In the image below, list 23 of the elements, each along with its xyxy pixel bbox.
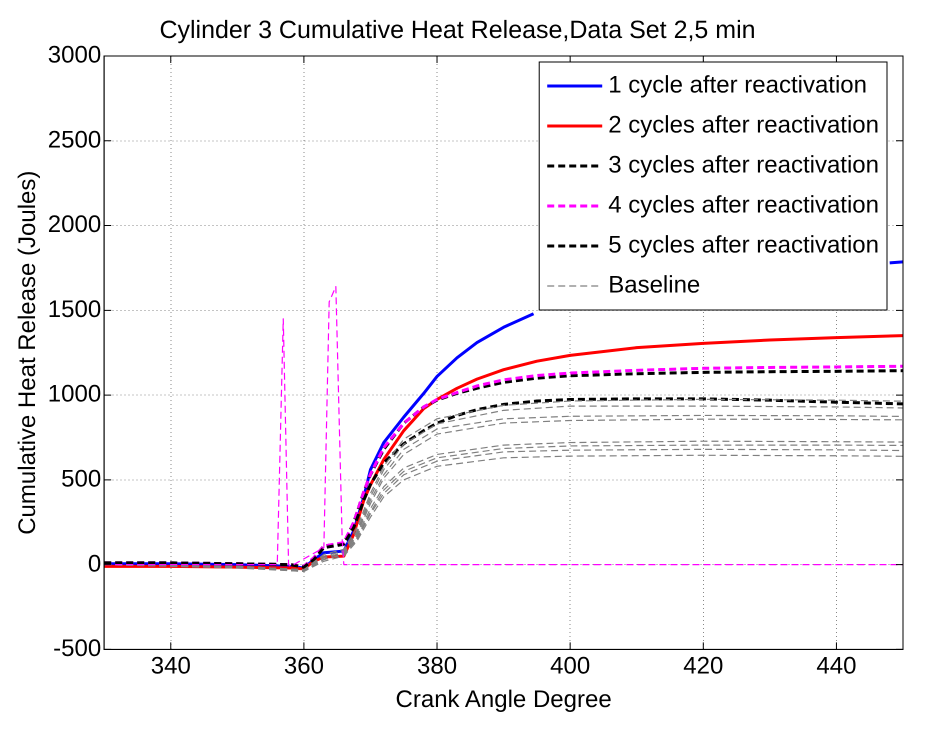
x-tick-label: 380: [417, 652, 458, 680]
x-tick-label: 340: [150, 652, 191, 680]
chart-title: Cylinder 3 Cumulative Heat Release,Data Set 2,5 min: [159, 16, 756, 44]
x-tick-label: 360: [284, 652, 324, 680]
legend-label: Baseline: [608, 272, 700, 299]
legend-label: 1 cycle after reactivation: [608, 72, 868, 99]
legend-label: 2 cycles after reactivation: [608, 112, 880, 139]
legend-label: 5 cycles after reactivation: [608, 232, 880, 259]
y-tick-label: 2500: [48, 126, 102, 154]
x-tick-label: 420: [683, 652, 724, 680]
y-tick-label: 1000: [48, 380, 102, 408]
y-tick-label: 3000: [48, 42, 102, 69]
y-tick-label: 500: [61, 465, 102, 492]
y-axis-title: Cumulative Heat Release (Joules): [14, 170, 42, 535]
x-axis-title: Crank Angle Degree: [396, 686, 612, 714]
y-tick-label: 0: [88, 550, 102, 578]
legend-label: 3 cycles after reactivation: [608, 152, 880, 179]
y-tick-label: 2000: [48, 211, 102, 238]
x-tick-label: 400: [550, 652, 590, 680]
legend-label: 4 cycles after reactivation: [608, 192, 880, 219]
y-tick-label: -500: [53, 635, 102, 662]
x-tick-label: 440: [816, 652, 856, 680]
y-tick-label: 1500: [48, 296, 102, 323]
